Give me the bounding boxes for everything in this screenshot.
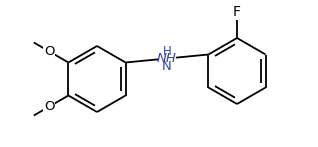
Text: NH: NH <box>157 52 177 65</box>
Text: O: O <box>44 45 55 58</box>
Text: H: H <box>162 45 171 57</box>
Text: F: F <box>233 5 241 19</box>
Text: O: O <box>44 100 55 113</box>
Text: N: N <box>162 60 172 72</box>
